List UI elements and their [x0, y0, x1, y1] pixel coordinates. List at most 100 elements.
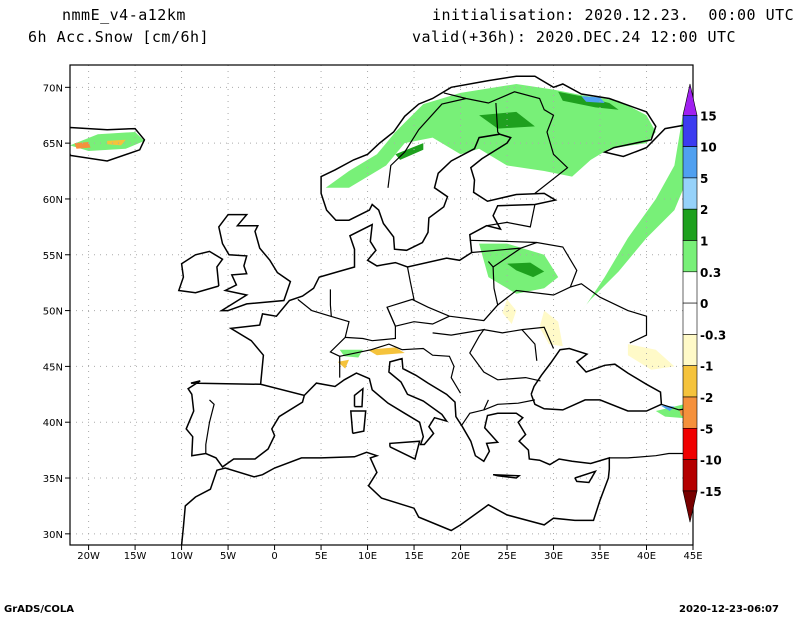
colorbar-label: 2: [700, 203, 708, 217]
colorbar-box: [682, 427, 698, 460]
snow-field-blue: [581, 96, 605, 103]
gridlines: [70, 65, 693, 545]
coastline: [177, 250, 224, 294]
colorbar-label: -0.3: [700, 328, 726, 342]
init-time: initialisation: 2020.12.23. 00:00 UTC: [432, 6, 795, 24]
colorbar-box: [682, 208, 698, 241]
lat-tick-label: 40N: [43, 418, 63, 429]
colorbar-box: [682, 302, 698, 335]
snow-field-dark-green: [479, 111, 535, 129]
country-border: [297, 298, 350, 378]
country-border: [329, 289, 332, 317]
lon-tick-label: 15E: [405, 551, 424, 562]
colorbar-label: -10: [700, 454, 722, 468]
coastline: [217, 213, 292, 312]
coastline: [228, 75, 693, 385]
coastline: [70, 126, 146, 162]
snow-field-light-green: [576, 109, 693, 317]
country-border: [471, 247, 522, 254]
lat-tick-label: 35N: [43, 474, 63, 485]
colorbar: 15 10 5 2 1 0.3 0 -0.3 -1 -2 -5 -10 -15: [682, 83, 726, 523]
coastline: [349, 410, 367, 435]
lat-tick-label: 65N: [43, 139, 63, 150]
country-border: [205, 399, 215, 454]
lon-tick-label: 10E: [358, 551, 377, 562]
lon-tick-label: 10W: [170, 551, 193, 562]
country-border: [401, 347, 462, 394]
colorbar-box: [682, 396, 698, 429]
colorbar-label: -2: [700, 391, 713, 405]
lon-tick-label: 20E: [451, 551, 470, 562]
lon-tick-label: 30E: [544, 551, 563, 562]
colorbar-box: [682, 365, 698, 398]
country-border: [486, 204, 536, 228]
coastline: [574, 469, 598, 484]
lat-tick-label: 60N: [43, 195, 63, 206]
country-border: [483, 399, 536, 411]
colorbar-box: [682, 146, 698, 179]
country-border: [469, 239, 537, 244]
lat-tick-label: 55N: [43, 251, 63, 262]
coastline: [389, 440, 421, 461]
lon-tick-label: 15W: [124, 551, 147, 562]
lat-tick-label: 30N: [43, 530, 63, 541]
country-border: [386, 306, 450, 327]
coastlines: [70, 75, 693, 545]
snow-field-pale-yellow: [502, 299, 517, 324]
lon-tick-label: 25E: [498, 551, 517, 562]
colorbar-box: [682, 334, 698, 366]
country-border: [521, 326, 555, 349]
lon-tick-label: 20W: [77, 551, 100, 562]
country-border: [432, 328, 541, 382]
footer-left: GrADS/COLA: [4, 604, 74, 615]
snow-field-yellow: [337, 359, 349, 369]
lon-tick-label: 35E: [590, 551, 609, 562]
snow-field-pale-yellow: [627, 344, 675, 370]
lon-tick-label: 5E: [315, 551, 328, 562]
country-border: [339, 343, 403, 357]
colorbar-label: 15: [700, 109, 717, 123]
lon-tick-label: 45E: [683, 551, 702, 562]
snow-field-yellow: [367, 347, 405, 356]
footer-right: 2020-12-23-06:07: [679, 604, 779, 615]
country-border: [387, 97, 467, 188]
axis-ticks: 20W 15W 10W 5W 0 5E 10E 15E 20E 25E 30E 35E 40E 45E 30…: [43, 83, 703, 562]
coastline: [353, 387, 364, 408]
country-border: [483, 283, 648, 344]
country-border: [492, 241, 578, 288]
snow-field-dark-green: [507, 262, 545, 278]
colorbar-box: [682, 271, 698, 304]
lon-tick-label: 40E: [637, 551, 656, 562]
colorbar-box: [682, 240, 698, 273]
snow-field-yellow: [107, 139, 126, 146]
coastline: [530, 347, 663, 412]
snow-field-dark-green: [395, 143, 424, 160]
colorbar-label: 10: [700, 141, 717, 155]
coastline: [492, 473, 522, 479]
snow-field-pale-yellow: [539, 310, 563, 347]
field-title: 6h Acc.Snow [cm/6h]: [28, 28, 210, 46]
country-border: [443, 91, 569, 194]
colorbar-label: 0: [700, 297, 708, 311]
model-name: nmmE_v4-a12km: [62, 6, 186, 24]
colorbar-label: -1: [700, 360, 713, 374]
country-border: [495, 102, 501, 135]
colorbar-label: 5: [700, 172, 708, 186]
lon-tick-label: 0: [271, 551, 277, 562]
colorbar-label: -15: [700, 485, 722, 499]
colorbar-box: [682, 115, 698, 147]
coastline: [185, 380, 306, 468]
country-border: [461, 399, 489, 426]
lat-tick-label: 70N: [43, 83, 63, 94]
colorbar-box: [682, 459, 698, 492]
coastline: [180, 357, 611, 545]
lat-tick-label: 45N: [43, 362, 63, 373]
colorbar-label: -5: [700, 422, 713, 436]
colorbar-arrow-bottom: [682, 490, 698, 523]
valid-time: valid(+36h): 2020.DEC.24 12:00 UTC: [412, 28, 737, 46]
colorbar-label: 1: [700, 235, 708, 249]
lon-tick-label: 5W: [220, 551, 236, 562]
snow-field-orange: [74, 142, 91, 149]
colorbar-label: 0.3: [700, 266, 721, 280]
